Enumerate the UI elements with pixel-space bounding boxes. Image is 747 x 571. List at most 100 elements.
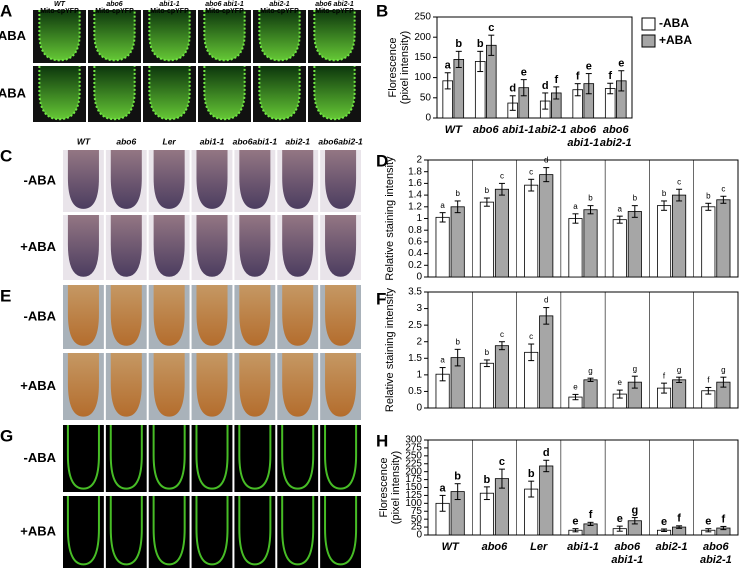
significance-letter: a <box>618 204 623 213</box>
significance-letter: e <box>618 378 623 387</box>
root-image <box>239 285 271 346</box>
column-header: abo6 abi1-1 <box>205 1 244 8</box>
x-tick-label: abi1-1 <box>567 137 599 149</box>
significance-letter: c <box>721 184 725 193</box>
significance-letter: e <box>661 516 667 528</box>
y-tick-label: 250 <box>414 12 431 23</box>
root-image <box>196 150 228 209</box>
panel-label: H <box>376 431 388 450</box>
significance-letter: e <box>586 60 592 72</box>
y-tick-label: 1.5 <box>408 353 422 364</box>
row-label: -ABA <box>24 172 57 187</box>
plot-frame <box>427 159 739 278</box>
significance-letter: g <box>631 504 638 516</box>
micrograph <box>320 425 361 492</box>
significance-letter: g <box>633 364 637 373</box>
column-header: Mito-cpYFP <box>95 8 134 15</box>
significance-letter: a <box>440 482 447 494</box>
y-tick-label: 200 <box>414 32 431 43</box>
significance-letter: c <box>488 22 494 34</box>
root-image <box>282 215 314 277</box>
root-image <box>325 285 357 346</box>
y-tick-label: 0 <box>416 530 422 541</box>
bar <box>583 379 598 409</box>
root-image <box>196 353 228 417</box>
root-image <box>110 353 142 417</box>
root-image <box>313 10 356 62</box>
significance-letter: g <box>588 366 592 375</box>
x-tick-label: abo6 <box>473 124 500 136</box>
significance-letter: b <box>633 194 638 203</box>
row-label: -ABA <box>24 308 57 323</box>
significance-letter: d <box>509 83 516 95</box>
significance-letter: f <box>576 71 580 83</box>
bar <box>672 379 687 409</box>
root-image <box>152 496 186 566</box>
significance-letter: b <box>662 189 667 198</box>
bar <box>612 219 627 278</box>
panel-label: C <box>0 146 12 165</box>
legend-label: +ABA <box>659 33 692 47</box>
bar <box>479 201 494 278</box>
root-image <box>67 215 99 277</box>
significance-letter: b <box>588 194 593 203</box>
micrograph <box>191 496 233 568</box>
root-image <box>238 425 272 490</box>
root-image <box>325 353 357 417</box>
significance-letter: e <box>572 516 578 528</box>
y-tick-label: 25 <box>411 522 423 533</box>
legend-swatch <box>641 34 656 48</box>
y-tick-label: 150 <box>405 482 422 493</box>
plot-frame <box>427 439 739 536</box>
bar <box>583 209 598 278</box>
plot-frame <box>427 291 739 409</box>
root-image <box>152 425 186 490</box>
bar <box>453 59 465 119</box>
root-image <box>239 150 271 209</box>
y-tick-label: 3.5 <box>408 287 422 298</box>
root-image <box>195 425 229 490</box>
significance-letter: f <box>722 513 726 525</box>
y-tick-label: 0.4 <box>408 248 422 259</box>
row-label: +ABA <box>0 85 27 100</box>
root-image <box>281 425 315 490</box>
micrograph <box>63 425 104 492</box>
bar <box>539 174 554 278</box>
significance-letter: f <box>677 513 681 525</box>
panel-label: D <box>376 151 388 170</box>
significance-letter: b <box>455 189 460 198</box>
root-image <box>110 285 142 346</box>
root-image <box>148 10 191 62</box>
legend-swatch <box>641 17 656 31</box>
significance-letter: d <box>543 447 550 459</box>
x-tick-label: abi1-1 <box>567 541 599 553</box>
y-tick-label: 2 <box>416 336 422 347</box>
significance-letter: f <box>707 376 710 385</box>
significance-letter: d <box>544 296 548 305</box>
column-header: Mito-cpYFP <box>40 8 79 15</box>
y-axis-label: Florescence <box>387 38 399 98</box>
significance-letter: b <box>528 468 535 480</box>
root-image <box>324 496 358 566</box>
y-tick-label: 50 <box>411 514 423 525</box>
significance-letter: a <box>440 356 445 365</box>
significance-letter: f <box>554 74 558 86</box>
root-image <box>325 150 357 209</box>
y-tick-label: 100 <box>405 498 422 509</box>
plot-frame <box>436 16 633 119</box>
root-image <box>258 66 301 121</box>
legend-label: -ABA <box>659 16 689 30</box>
significance-letter: c <box>500 330 504 339</box>
micrograph <box>63 496 104 568</box>
x-tick-label: abo6 <box>614 541 641 553</box>
bar <box>716 199 731 278</box>
column-header: abi1-1 <box>159 1 179 8</box>
y-tick-label: 200 <box>405 466 422 477</box>
y-tick-label: 0 <box>416 272 422 283</box>
y-tick-label: 0.5 <box>408 386 422 397</box>
significance-letter: f <box>589 509 593 521</box>
root-image <box>313 66 356 121</box>
bar <box>701 206 716 278</box>
y-axis-label: (pixel intensity) <box>390 451 402 524</box>
